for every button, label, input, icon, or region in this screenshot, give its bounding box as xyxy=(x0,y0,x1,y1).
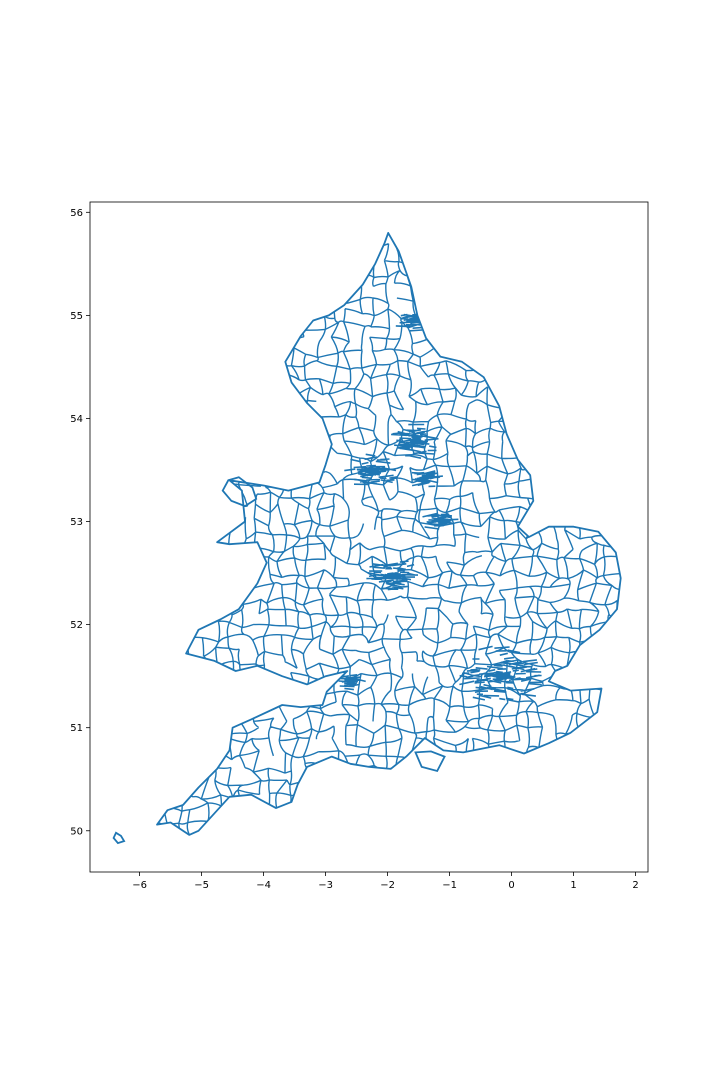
x-tick-label: −3 xyxy=(318,880,333,891)
urban-cluster xyxy=(459,645,544,703)
y-tick-label: 50 xyxy=(70,826,83,837)
region-boundaries xyxy=(112,232,622,845)
urban-cluster xyxy=(422,512,459,530)
island-outline xyxy=(414,750,446,773)
x-tick-label: 1 xyxy=(570,880,576,891)
x-tick-label: −6 xyxy=(132,880,147,891)
urban-cluster xyxy=(344,453,398,486)
x-axis: −6 −5 −4 −3 −2 −1 0 1 2 xyxy=(132,872,639,891)
urban-cluster xyxy=(391,423,439,459)
y-tick-label: 56 xyxy=(70,208,83,219)
y-tick-label: 52 xyxy=(70,620,83,631)
x-tick-label: 0 xyxy=(508,880,514,891)
x-tick-label: −1 xyxy=(442,880,457,891)
internal-boundaries xyxy=(157,232,621,835)
y-tick-label: 51 xyxy=(70,723,83,734)
x-tick-label: −4 xyxy=(256,880,271,891)
urban-cluster xyxy=(411,470,443,488)
x-tick-label: −5 xyxy=(194,880,209,891)
x-tick-label: 2 xyxy=(632,880,638,891)
coastline xyxy=(156,232,622,836)
y-tick-label: 54 xyxy=(70,414,83,425)
urban-cluster xyxy=(337,674,366,691)
y-axis: 50 51 52 53 54 55 56 xyxy=(70,208,90,837)
y-tick-label: 53 xyxy=(70,517,83,528)
island-outline xyxy=(112,831,126,845)
plot-frame xyxy=(89,201,649,873)
urban-cluster xyxy=(366,560,419,591)
y-tick-label: 55 xyxy=(70,311,83,322)
x-tick-label: −2 xyxy=(380,880,395,891)
island-outline xyxy=(221,476,258,508)
